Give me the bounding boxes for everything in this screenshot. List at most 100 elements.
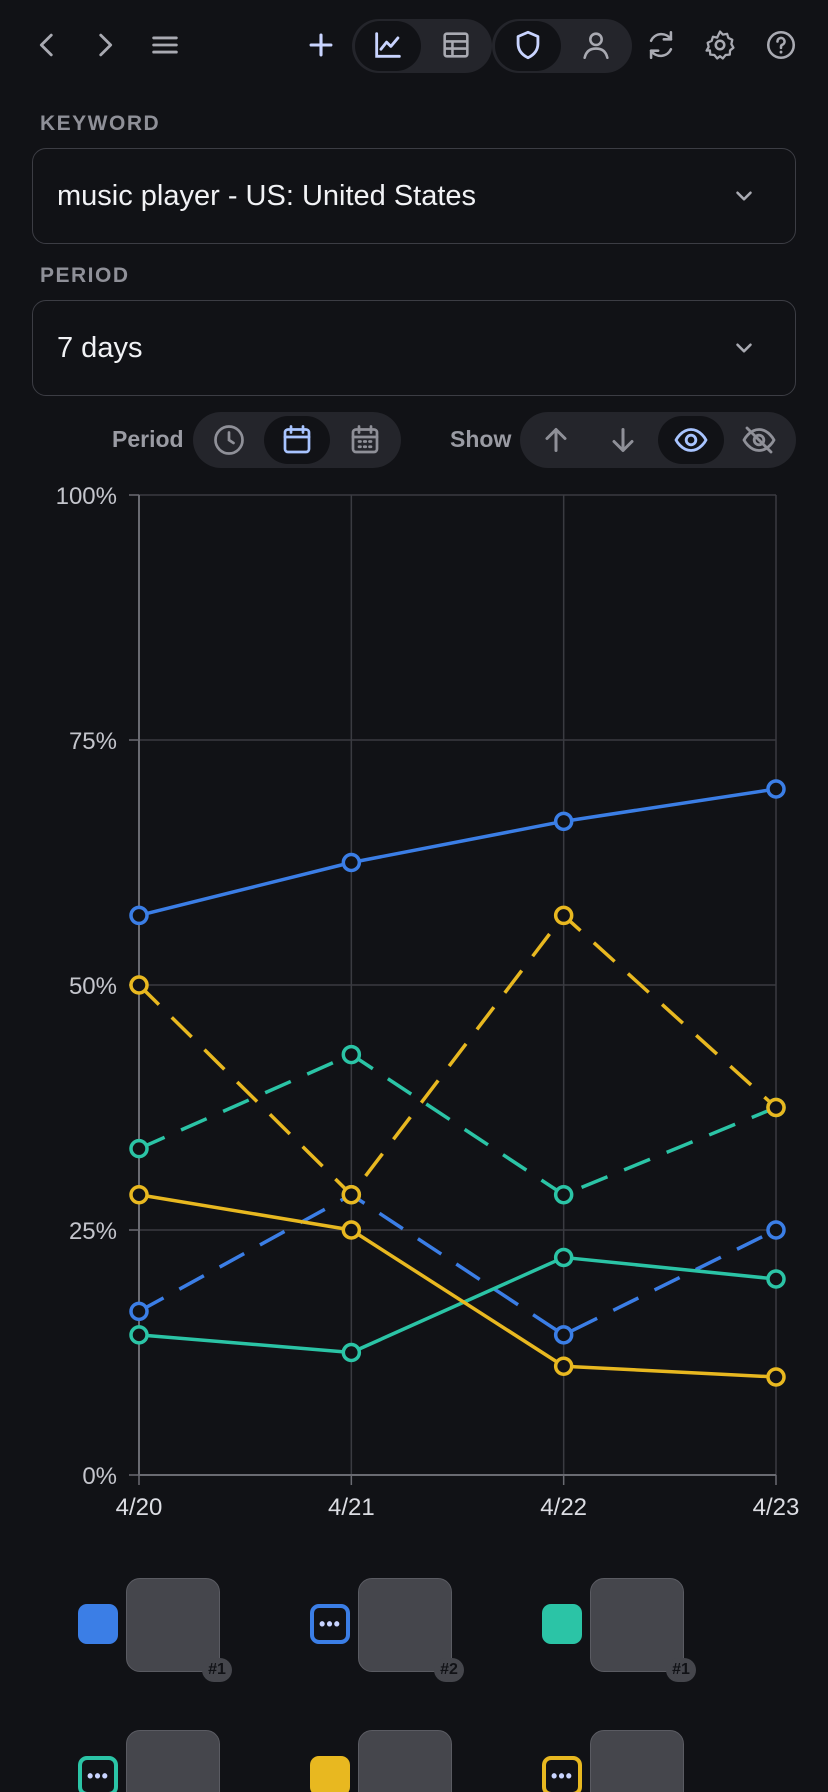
x-tick-label: 4/20 [116,1494,163,1521]
y-tick-label: 100% [56,483,117,510]
view-active-indicator [355,21,421,71]
app-thumbnail[interactable] [126,1730,220,1792]
series-4-point [553,1356,574,1376]
rank-badge: #2 [434,1658,464,1682]
series-1-point [553,1325,574,1345]
shield-button[interactable] [505,22,551,68]
chart-controls: Period Show [0,410,828,470]
eye-icon[interactable] [673,422,709,458]
y-tick-label: 75% [69,728,117,755]
chevron-left-icon [39,33,53,57]
app-thumbnail[interactable] [358,1730,452,1792]
menu-button[interactable] [142,22,188,68]
help-icon [766,30,796,60]
series-line-0 [138,787,777,918]
series-3-point [341,1044,362,1065]
x-tick-label: 4/21 [328,1494,375,1521]
clock-icon[interactable] [211,422,247,458]
app-thumbnail[interactable] [126,1578,220,1672]
series-5-point [766,1097,786,1118]
period-active-indicator [264,416,330,464]
series-0-point [553,811,574,832]
arrow-down-icon[interactable] [605,422,641,458]
refresh-button[interactable] [638,22,684,68]
show-control-label: Show [450,426,512,452]
rank-badge: #1 [202,1658,232,1682]
chevron-right-icon [99,33,113,57]
y-tick-label: 0% [82,1463,117,1490]
series-line-2 [138,1255,777,1355]
table-icon [443,32,469,58]
series-2-point [766,1269,786,1289]
period-value: 7 days [57,331,143,364]
series-0-point [766,779,786,799]
calendar-icon[interactable] [279,422,315,458]
series-5-point [553,905,574,926]
series-3-point [129,1138,149,1159]
series-line-5 [137,913,778,1197]
legend-swatch: ••• [310,1604,350,1644]
line-chart-icon [375,32,401,58]
legend-swatch [310,1756,350,1792]
shield-icon [516,30,540,60]
legend-swatch [542,1604,582,1644]
keyword-value: music player - US: United States [57,179,477,212]
series-5-point [341,1184,362,1205]
eye-off-icon[interactable] [741,422,777,458]
settings-button[interactable] [697,22,743,68]
series-4-point [129,1184,149,1205]
series-0-point [341,852,362,873]
series-3-point [553,1184,574,1205]
scope-active-indicator [495,21,561,71]
menu-icon [152,36,178,54]
series-2-point [341,1342,362,1363]
series-2-point [129,1325,149,1345]
y-tick-label: 50% [69,973,117,1000]
series-5-point [129,975,149,995]
period-select[interactable]: 7 days [32,300,796,396]
period-control-label: Period [112,426,184,452]
series-2-point [553,1247,574,1268]
more-icon: ••• [551,1766,573,1786]
line-chart: 0% 25% 50% 75% 100% 4/20 4/21 4/22 4/23 [56,483,800,1521]
period-label: PERIOD [40,264,130,287]
app-thumbnail[interactable] [358,1578,452,1672]
x-tick-label: 4/22 [540,1494,587,1521]
series-line-3 [138,1052,777,1197]
chevron-down-icon [736,191,752,201]
keyword-select[interactable]: music player - US: United States [32,148,796,244]
series-line-1 [138,1192,777,1337]
x-tick-label: 4/23 [753,1494,800,1521]
legend-swatch [78,1604,118,1644]
more-icon: ••• [319,1614,341,1634]
series-line-4 [138,1192,777,1379]
series-1-point [129,1301,149,1322]
gear-icon [705,30,735,60]
arrow-up-icon[interactable] [538,422,574,458]
user-button[interactable] [573,22,619,68]
calendar-grid-icon[interactable] [347,422,383,458]
top-toolbar [0,0,828,92]
app-thumbnail[interactable] [590,1578,684,1672]
show-active-indicator [658,416,724,464]
legend-swatch: ••• [542,1756,582,1792]
help-button[interactable] [758,22,804,68]
app-thumbnail[interactable] [590,1730,684,1792]
series-4-point [766,1367,786,1387]
back-button[interactable] [24,22,70,68]
series-0-point [129,905,149,926]
keyword-label: KEYWORD [40,112,161,135]
user-icon [583,32,609,60]
series-1-point [766,1220,786,1240]
forward-button[interactable] [82,22,128,68]
plus-icon [309,33,333,57]
table-view-button[interactable] [433,22,479,68]
y-tick-label: 25% [69,1218,117,1245]
chevron-down-icon [736,343,752,353]
legend-swatch: ••• [78,1756,118,1792]
series-4-point [341,1220,362,1240]
chart-view-button[interactable] [365,22,411,68]
rank-badge: #1 [666,1658,696,1682]
add-button[interactable] [298,22,344,68]
more-icon: ••• [87,1766,109,1786]
